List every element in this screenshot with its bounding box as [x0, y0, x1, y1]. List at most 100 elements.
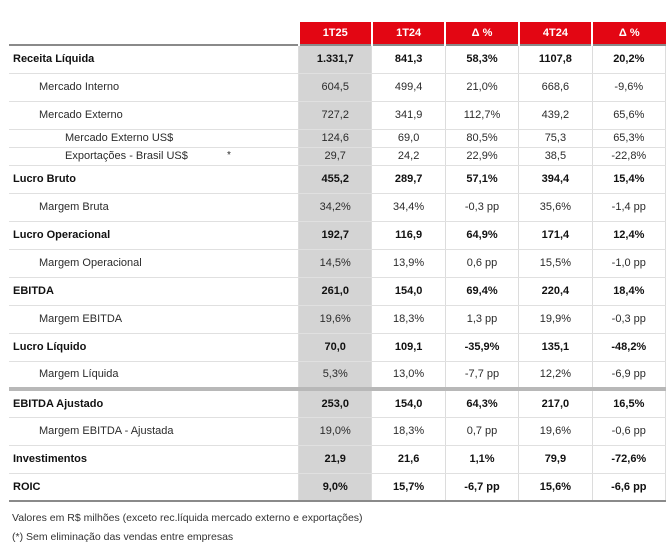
table-row: Mercado Externo 727,2 341,9 112,7% 439,2 65,6… — [9, 101, 667, 130]
table-row: Lucro Líquido 70,0 109,1 -35,9% 135,1 -48,2% — [9, 333, 667, 362]
row-label: Receita Líquida — [9, 44, 299, 74]
header-1t25: 1T25 — [297, 22, 372, 45]
row-label: ROIC — [9, 473, 299, 502]
row-value: 154,0 — [371, 387, 446, 418]
row-value: 727,2 — [298, 101, 372, 130]
row-value: 65,6% — [591, 101, 667, 130]
row-label: Lucro Líquido — [9, 333, 299, 362]
row-value: 64,9% — [444, 221, 519, 250]
row-label: Investimentos — [9, 445, 299, 474]
row-value: 58,3% — [444, 44, 519, 74]
row-value: 18,4% — [591, 277, 667, 306]
row-value: 21,9 — [298, 445, 372, 474]
row-value: 1,1% — [444, 445, 519, 474]
row-value: -6,7 pp — [444, 473, 519, 502]
row-value: 34,2% — [298, 193, 372, 222]
row-value: 65,3% — [591, 129, 667, 148]
row-value: -0,3 pp — [444, 193, 519, 222]
row-value: 19,9% — [518, 305, 593, 334]
row-value: 394,4 — [518, 165, 593, 194]
row-value: 16,5% — [591, 387, 667, 418]
row-value: 341,9 — [371, 101, 446, 130]
row-label: Mercado Externo US$ — [9, 129, 299, 148]
row-value: 69,0 — [371, 129, 446, 148]
table-row: Margem Bruta 34,2% 34,4% -0,3 pp 35,6% -1,4 p… — [9, 193, 667, 222]
row-value: 1.331,7 — [298, 44, 372, 74]
row-value: 1,3 pp — [444, 305, 519, 334]
row-label: Mercado Externo — [9, 101, 299, 130]
table-row: ROIC 9,0% 15,7% -6,7 pp 15,6% -6,6 pp — [9, 473, 667, 502]
row-value: 5,3% — [298, 361, 372, 390]
row-value: 261,0 — [298, 277, 372, 306]
row-label: Margem Bruta — [9, 193, 299, 222]
row-value: 19,6% — [518, 417, 593, 446]
row-value: 109,1 — [371, 333, 446, 362]
row-value: -22,8% — [591, 147, 667, 166]
row-value: -7,7 pp — [444, 361, 519, 390]
row-value: 13,9% — [371, 249, 446, 278]
row-value: -6,9 pp — [591, 361, 667, 390]
row-value: 124,6 — [298, 129, 372, 148]
row-value: 24,2 — [371, 147, 446, 166]
row-label: Margem EBITDA — [9, 305, 299, 334]
row-label: EBITDA Ajustado — [9, 387, 299, 418]
table-row: Receita Líquida 1.331,7 841,3 58,3% 1107,8 20… — [9, 44, 667, 74]
row-value: 15,5% — [518, 249, 593, 278]
financial-table: 1T25 1T24 Δ % 4T24 Δ % Receita Líquida 1.… — [9, 22, 667, 502]
row-value: 19,0% — [298, 417, 372, 446]
row-label: Mercado Interno — [9, 73, 299, 102]
table-row: Mercado Externo US$ 124,6 69,0 80,5% 75,3 65,… — [9, 129, 667, 148]
row-label: Exportações - Brasil US$ — [9, 147, 299, 166]
row-value: 171,4 — [518, 221, 593, 250]
row-value: 29,7 — [298, 147, 372, 166]
row-value: 14,5% — [298, 249, 372, 278]
row-value: -6,6 pp — [591, 473, 667, 502]
table-row: Investimentos 21,9 21,6 1,1% 79,9 -72,6% — [9, 445, 667, 474]
row-value: 289,7 — [371, 165, 446, 194]
row-value: 22,9% — [444, 147, 519, 166]
row-value: 20,2% — [591, 44, 667, 74]
table-row: Lucro Bruto 455,2 289,7 57,1% 394,4 15,4% — [9, 165, 667, 194]
row-label: Margem EBITDA - Ajustada — [9, 417, 299, 446]
row-value: -72,6% — [591, 445, 667, 474]
table-row: Exportações - Brasil US$ 29,7 24,2 22,9% 38,… — [9, 147, 667, 166]
table-row: EBITDA 261,0 154,0 69,4% 220,4 18,4% — [9, 277, 667, 306]
row-value: 15,6% — [518, 473, 593, 502]
row-value: 38,5 — [518, 147, 593, 166]
row-value: -0,6 pp — [591, 417, 667, 446]
header-delta-yoy: Δ % — [444, 22, 519, 45]
row-value: 15,4% — [591, 165, 667, 194]
row-value: 15,7% — [371, 473, 446, 502]
row-value: -9,6% — [591, 73, 667, 102]
table-row: Margem EBITDA - Ajustada 19,0% 18,3% 0,7 pp… — [9, 417, 667, 446]
row-value: -0,3 pp — [591, 305, 667, 334]
row-value: 21,6 — [371, 445, 446, 474]
row-value: 69,4% — [444, 277, 519, 306]
row-value: 70,0 — [298, 333, 372, 362]
row-label: Margem Operacional — [9, 249, 299, 278]
row-value: 13,0% — [371, 361, 446, 390]
row-value: -48,2% — [591, 333, 667, 362]
row-value: -1,4 pp — [591, 193, 667, 222]
row-value: 604,5 — [298, 73, 372, 102]
row-value: 116,9 — [371, 221, 446, 250]
table-row: Lucro Operacional 192,7 116,9 64,9% 171,4 12,… — [9, 221, 667, 250]
row-value: 34,4% — [371, 193, 446, 222]
row-value: 217,0 — [518, 387, 593, 418]
row-value: 192,7 — [298, 221, 372, 250]
row-value: 9,0% — [298, 473, 372, 502]
row-value: 499,4 — [371, 73, 446, 102]
row-value: 668,6 — [518, 73, 593, 102]
table-row: EBITDA Ajustado 253,0 154,0 64,3% 217,0 16,5% — [9, 387, 667, 418]
row-value: 135,1 — [518, 333, 593, 362]
table-row: Margem EBITDA 19,6% 18,3% 1,3 pp 19,9% -0,3 p… — [9, 305, 667, 334]
row-value: 21,0% — [444, 73, 519, 102]
row-value: 253,0 — [298, 387, 372, 418]
header-delta-qoq: Δ % — [591, 22, 666, 45]
header-blank — [9, 22, 299, 45]
units-note: Valores em R$ milhões (exceto rec.líquid… — [12, 512, 363, 524]
row-value: 112,7% — [444, 101, 519, 130]
row-label: EBITDA — [9, 277, 299, 306]
row-value: 19,6% — [298, 305, 372, 334]
row-value: 0,7 pp — [444, 417, 519, 446]
